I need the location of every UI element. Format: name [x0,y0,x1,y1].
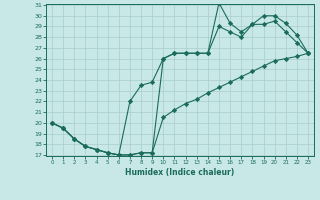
X-axis label: Humidex (Indice chaleur): Humidex (Indice chaleur) [125,168,235,177]
